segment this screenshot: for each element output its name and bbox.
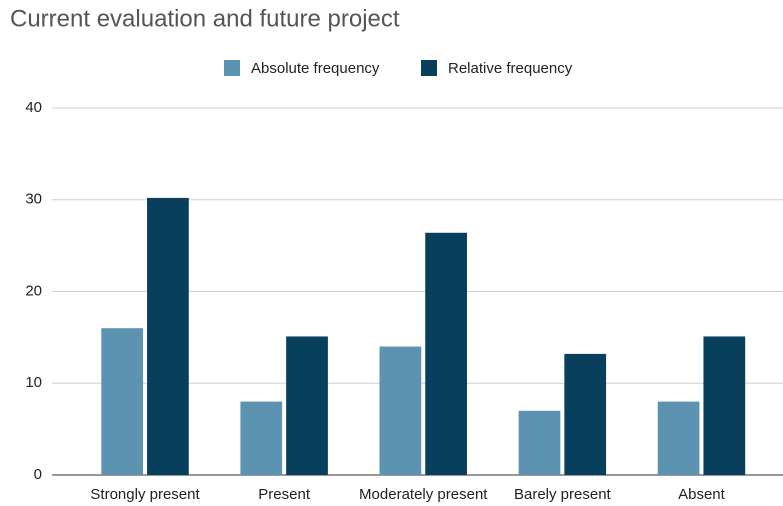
bar xyxy=(379,346,422,475)
y-tick-label: 20 xyxy=(25,282,42,299)
legend-swatch xyxy=(224,60,240,76)
bar xyxy=(101,328,144,475)
bar xyxy=(147,197,189,476)
y-tick-label: 10 xyxy=(25,374,42,391)
y-tick-label: 30 xyxy=(25,191,42,208)
bar xyxy=(564,353,607,475)
bar xyxy=(703,336,746,475)
x-tick-label: Barely present xyxy=(514,486,612,503)
chart-title: Current evaluation and future project xyxy=(10,5,400,32)
bar xyxy=(240,401,283,475)
legend-label: Relative frequency xyxy=(448,60,573,77)
x-tick-label: Absent xyxy=(678,486,726,503)
bar xyxy=(286,336,328,475)
y-tick-label: 0 xyxy=(34,466,42,483)
bar xyxy=(425,232,467,475)
legend-label: Absolute frequency xyxy=(251,60,380,77)
bar xyxy=(657,401,700,475)
bar xyxy=(518,410,561,475)
legend-swatch xyxy=(421,60,437,76)
x-tick-label: Moderately present xyxy=(359,486,488,503)
x-tick-label: Present xyxy=(258,486,311,503)
x-tick-label: Strongly present xyxy=(90,486,200,503)
y-tick-label: 40 xyxy=(25,99,42,116)
